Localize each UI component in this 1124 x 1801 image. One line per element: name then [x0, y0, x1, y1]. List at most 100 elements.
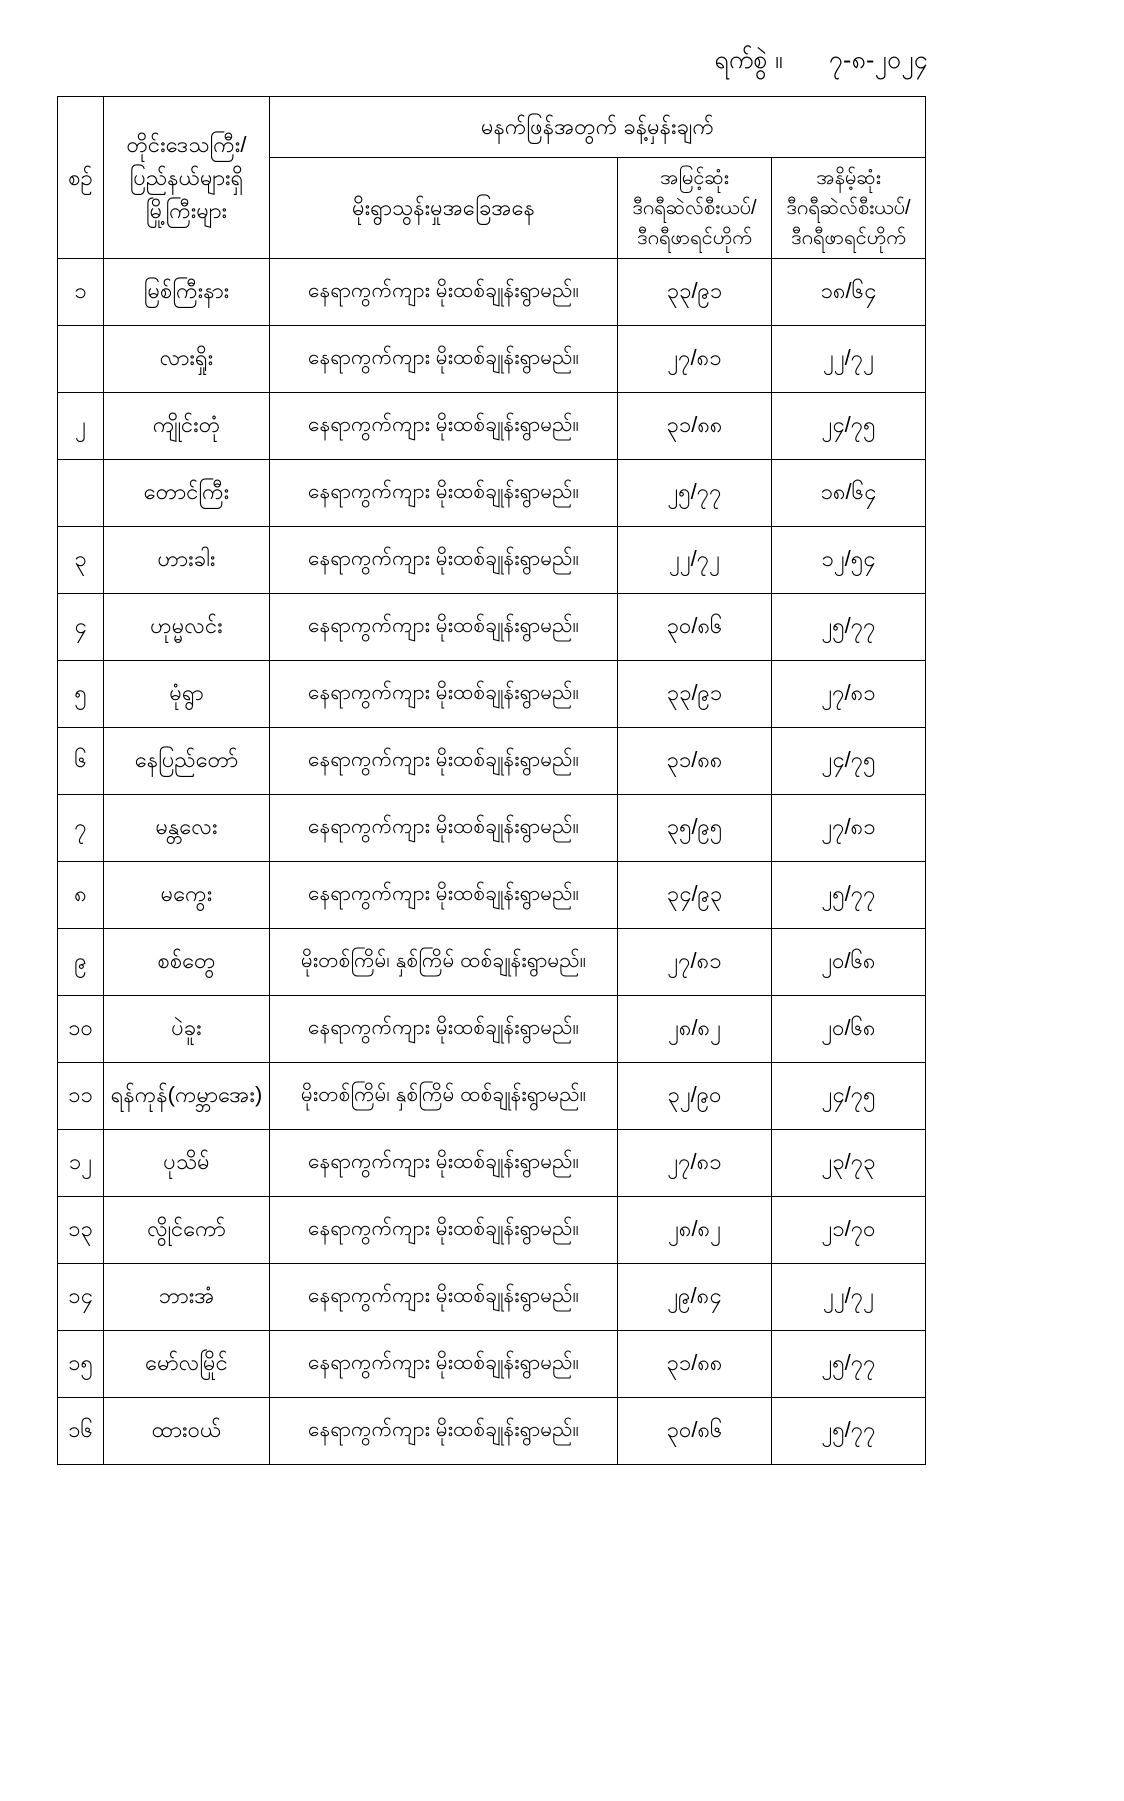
- cell-min-temperature: ၂၄/၇၅: [771, 392, 926, 460]
- cell-city-name: တောင်ကြီး: [103, 459, 270, 527]
- cell-city-name: ကျိုင်းတုံ: [103, 392, 270, 460]
- cell-max-temperature: ၃၀/၈၆: [617, 593, 772, 661]
- cell-serial-number: ၅: [57, 660, 104, 728]
- header-max-line1: အမြင့်ဆုံး: [660, 167, 729, 189]
- header-min-line2: ဒီဂရီဆဲလ်စီးယပ်/: [786, 197, 911, 219]
- weather-forecast-table: စဉ် တိုင်းဒေသကြီး/ ပြည်နယ်များရှိ မြို့က…: [57, 96, 926, 1465]
- header-city-line2: ပြည်နယ်များရှိ: [129, 165, 244, 190]
- cell-min-temperature: ၂၇/၈၁: [771, 794, 926, 862]
- table-row: ၂ကျိုင်းတုံ နေရာကွက်ကျား မိုးထစ်ချုန်းရွာ…: [57, 392, 926, 460]
- cell-rain-condition: နေရာကွက်ကျား မိုးထစ်ချုန်းရွာမည်။: [269, 593, 618, 661]
- cell-max-temperature: ၂၇/၈၁: [617, 928, 772, 996]
- table-head: စဉ် တိုင်းဒေသကြီး/ ပြည်နယ်များရှိ မြို့က…: [57, 96, 926, 259]
- cell-max-temperature: ၃၁/၈၈: [617, 1330, 772, 1398]
- header-min-temperature: အနိမ့်ဆုံး ဒီဂရီဆဲလ်စီးယပ်/ ဒီဂရီဖာရင်ဟိ…: [771, 157, 926, 259]
- header-serial-number: စဉ်: [57, 96, 104, 259]
- cell-rain-condition: နေရာကွက်ကျား မိုးထစ်ချုန်းရွာမည်။: [269, 727, 618, 795]
- cell-max-temperature: ၂၉/၈၄: [617, 1263, 772, 1331]
- table-row: ၇မန္တလေး နေရာကွက်ကျား မိုးထစ်ချုန်းရွာမည်…: [57, 794, 926, 862]
- cell-rain-condition: နေရာကွက်ကျား မိုးထစ်ချုန်းရွာမည်။: [269, 1196, 618, 1264]
- cell-min-temperature: ၂၅/၇၇: [771, 1330, 926, 1398]
- cell-max-temperature: ၂၈/၈၂: [617, 1196, 772, 1264]
- cell-serial-number: ၁၁: [57, 1062, 104, 1130]
- cell-rain-condition: နေရာကွက်ကျား မိုးထစ်ချုန်းရွာမည်။: [269, 392, 618, 460]
- cell-min-temperature: ၂၇/၈၁: [771, 660, 926, 728]
- cell-rain-condition: နေရာကွက်ကျား မိုးထစ်ချုန်းရွာမည်။: [269, 1397, 618, 1465]
- cell-city-name: ပဲခူး: [103, 995, 270, 1063]
- header-city: တိုင်းဒေသကြီး/ ပြည်နယ်များရှိ မြို့ကြီးမ…: [103, 96, 270, 259]
- table-row: ၁၅ မော်လမြိုင် နေရာကွက်ကျား မိုးထစ်ချုန်းရ…: [57, 1330, 926, 1398]
- cell-serial-number: ၁: [57, 258, 104, 326]
- table-row: ၁၆ ထားဝယ် နေရာကွက်ကျား မိုးထစ်ချုန်းရွာမည်…: [57, 1397, 926, 1465]
- cell-min-temperature: ၂၂/၇၂: [771, 1263, 926, 1331]
- cell-min-temperature: ၁၈/၆၄: [771, 258, 926, 326]
- cell-rain-condition: နေရာကွက်ကျား မိုးထစ်ချုန်းရွာမည်။: [269, 794, 618, 862]
- cell-rain-condition: နေရာကွက်ကျား မိုးထစ်ချုန်းရွာမည်။: [269, 1263, 618, 1331]
- cell-city-name: မန္တလေး: [103, 794, 270, 862]
- header-min-line3: ဒီဂရီဖာရင်ဟိုက်: [791, 227, 906, 249]
- cell-max-temperature: ၃၁/၈၈: [617, 727, 772, 795]
- cell-max-temperature: ၂၂/၇၂: [617, 526, 772, 594]
- cell-rain-condition: နေရာကွက်ကျား မိုးထစ်ချုန်းရွာမည်။: [269, 660, 618, 728]
- cell-rain-condition: နေရာကွက်ကျား မိုးထစ်ချုန်းရွာမည်။: [269, 325, 618, 393]
- cell-city-name: ရန်ကုန်(ကမ္ဘာအေး): [103, 1062, 270, 1130]
- cell-city-name: လားရှိုး: [103, 325, 270, 393]
- cell-max-temperature: ၂၇/၈၁: [617, 325, 772, 393]
- cell-serial-number: ၁၄: [57, 1263, 104, 1331]
- header-rain-condition: မိုးရွာသွန်းမှုအခြေအနေ: [269, 157, 618, 259]
- header-row-bottom: မိုးရွာသွန်းမှုအခြေအနေ အမြင့်ဆုံး ဒီဂရီဆ…: [58, 157, 926, 259]
- table-row: ၁၄ ဘားအံ နေရာကွက်ကျား မိုးထစ်ချုန်းရွာမည်။…: [57, 1263, 926, 1331]
- cell-min-temperature: ၂၅/၇၇: [771, 593, 926, 661]
- table-body: ၁မြစ်ကြီးနား နေရာကွက်ကျား မိုးထစ်ချုန်းရွ…: [57, 258, 926, 1465]
- cell-serial-number: ၉: [57, 928, 104, 996]
- cell-min-temperature: ၂၀/၆၈: [771, 928, 926, 996]
- cell-max-temperature: ၂၅/၇၇: [617, 459, 772, 527]
- cell-max-temperature: ၃၃/၉၁: [617, 660, 772, 728]
- cell-serial-number: ၈: [57, 861, 104, 929]
- header-max-line3: ဒီဂရီဖာရင်ဟိုက်: [637, 227, 752, 249]
- cell-max-temperature: ၃၂/၉၀: [617, 1062, 772, 1130]
- header-row-top: စဉ် တိုင်းဒေသကြီး/ ပြည်နယ်များရှိ မြို့က…: [57, 96, 926, 259]
- date-value: ၇-၈-၂၀၂၄: [828, 46, 928, 74]
- cell-serial-number: ၁၅: [57, 1330, 104, 1398]
- cell-min-temperature: ၂၅/၇၇: [771, 861, 926, 929]
- cell-serial-number: ၁၀: [57, 995, 104, 1063]
- table-row: ၁၃ လွိုင်ကော် နေရာကွက်ကျား မိုးထစ်ချုန်းရွ…: [57, 1196, 926, 1264]
- table-row: ၁၂ ပုသိမ် နေရာကွက်ကျား မိုးထစ်ချုန်းရွာမည်…: [57, 1129, 926, 1197]
- cell-serial-number: ၇: [57, 794, 104, 862]
- table-row: ၄ဟုမ္မလင်း နေရာကွက်ကျား မိုးထစ်ချုန်းရွာမ…: [57, 593, 926, 661]
- table-row: တောင်ကြီး နေရာကွက်ကျား မိုးထစ်ချုန်းရွာမည…: [57, 459, 926, 527]
- cell-serial-number: [57, 325, 104, 393]
- cell-city-name: မကွေး: [103, 861, 270, 929]
- cell-max-temperature: ၃၀/၈၆: [617, 1397, 772, 1465]
- cell-city-name: ဘားအံ: [103, 1263, 270, 1331]
- header-tomorrow-forecast: မနက်ဖြန်အတွက် ခန့်မှန်းချက်: [269, 96, 926, 158]
- cell-min-temperature: ၂၂/၇၂: [771, 325, 926, 393]
- document-date-line: ရက်စွဲ ။ ၇-၈-၂၀၂၄: [714, 44, 928, 77]
- cell-rain-condition: နေရာကွက်ကျား မိုးထစ်ချုန်းရွာမည်။: [269, 526, 618, 594]
- cell-max-temperature: ၃၁/၈၈: [617, 392, 772, 460]
- cell-serial-number: ၁၂: [57, 1129, 104, 1197]
- table-row: ၆နေပြည်တော် နေရာကွက်ကျား မိုးထစ်ချုန်းရွာ…: [57, 727, 926, 795]
- cell-min-temperature: ၁၂/၅၄: [771, 526, 926, 594]
- cell-city-name: မော်လမြိုင်: [103, 1330, 270, 1398]
- cell-serial-number: ၄: [57, 593, 104, 661]
- table-row: ၁၁ ရန်ကုန်(ကမ္ဘာအေး) မိုးတစ်ကြိမ်၊ နှစ်ကြိ…: [57, 1062, 926, 1130]
- cell-max-temperature: ၃၄/၉၃: [617, 861, 772, 929]
- table-row: ၈မကွေး နေရာကွက်ကျား မိုးထစ်ချုန်းရွာမည်။၃…: [57, 861, 926, 929]
- cell-serial-number: ၂: [57, 392, 104, 460]
- cell-rain-condition: မိုးတစ်ကြိမ်၊ နှစ်ကြိမ် ထစ်ချုန်းရွာမည်။: [269, 1062, 618, 1130]
- cell-min-temperature: ၂၄/၇၅: [771, 1062, 926, 1130]
- table-row: လားရှိုး နေရာကွက်ကျား မိုးထစ်ချုန်းရွာမည်…: [57, 325, 926, 393]
- cell-rain-condition: နေရာကွက်ကျား မိုးထစ်ချုန်းရွာမည်။: [269, 258, 618, 326]
- cell-min-temperature: ၂၅/၇၇: [771, 1397, 926, 1465]
- cell-city-name: ထားဝယ်: [103, 1397, 270, 1465]
- cell-city-name: ဟားခါး: [103, 526, 270, 594]
- header-max-line2: ဒီဂရီဆဲလ်စီးယပ်/: [632, 197, 757, 219]
- cell-city-name: နေပြည်တော်: [103, 727, 270, 795]
- cell-rain-condition: နေရာကွက်ကျား မိုးထစ်ချုန်းရွာမည်။: [269, 1129, 618, 1197]
- cell-max-temperature: ၂၇/၈၁: [617, 1129, 772, 1197]
- cell-city-name: စစ်တွေ: [103, 928, 270, 996]
- header-city-line1: တိုင်းဒေသကြီး/: [126, 132, 247, 157]
- cell-serial-number: ၁၆: [57, 1397, 104, 1465]
